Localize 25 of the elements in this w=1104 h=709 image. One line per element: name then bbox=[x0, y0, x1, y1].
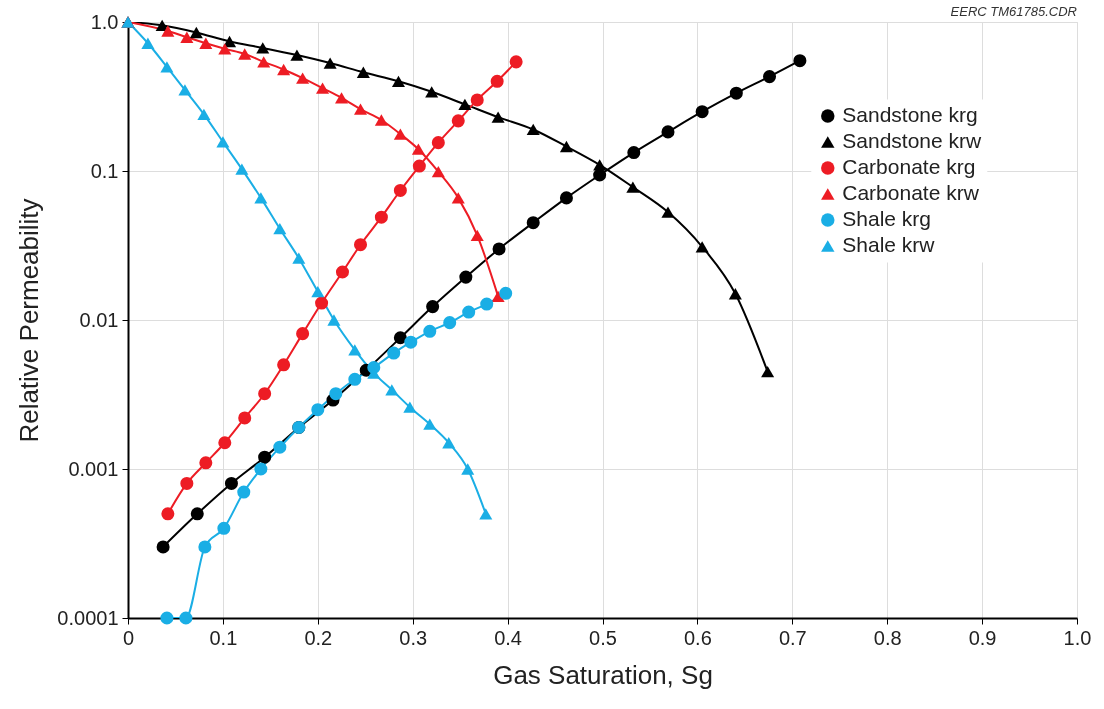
x-tick-label: 0.3 bbox=[399, 626, 428, 649]
legend-label: Carbonate krg bbox=[842, 154, 976, 178]
legend-label: Sandstone krg bbox=[842, 102, 978, 126]
x-tick-label: 0.6 bbox=[683, 626, 712, 649]
y-tick-label: 0.1 bbox=[90, 159, 119, 182]
legend-label: Sandstone krw bbox=[842, 128, 983, 152]
legend-label: Carbonate krw bbox=[842, 180, 980, 204]
legend-label: Shale krg bbox=[842, 206, 931, 230]
x-tick-label: 1.0 bbox=[1063, 626, 1092, 649]
x-tick-label: 0.8 bbox=[873, 626, 902, 649]
y-tick-label: 1.0 bbox=[90, 10, 119, 33]
x-tick-label: 0.5 bbox=[589, 626, 617, 649]
x-tick-label: 0.4 bbox=[494, 626, 523, 649]
x-axis-title: Gas Saturation, Sg bbox=[493, 659, 713, 690]
x-tick-label: 0.1 bbox=[209, 626, 238, 649]
text: EERC TM61785.CDR bbox=[950, 4, 1077, 19]
legend-label: Shale krw bbox=[842, 232, 936, 256]
y-tick-label: 0.0001 bbox=[57, 606, 119, 629]
x-tick-label: 0.7 bbox=[778, 626, 807, 649]
y-axis-title: Relative Permeability bbox=[14, 198, 45, 443]
x-tick-label: 0.9 bbox=[968, 626, 997, 649]
x-tick-label: 0.2 bbox=[304, 626, 333, 649]
x-tick-label: 0 bbox=[122, 626, 135, 649]
y-tick-label: 0.001 bbox=[68, 457, 119, 480]
y-tick-label: 0.01 bbox=[79, 308, 119, 331]
